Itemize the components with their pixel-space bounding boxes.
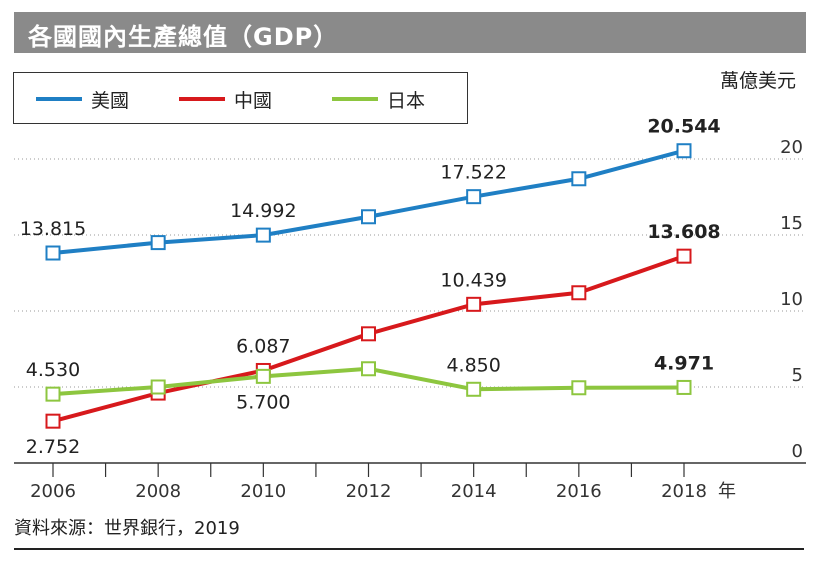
data-point [572, 172, 585, 185]
data-label: 6.087 [236, 335, 290, 357]
data-point [47, 247, 60, 260]
data-label: 4.850 [446, 354, 500, 376]
data-point [467, 298, 480, 311]
y-tick-label: 5 [792, 365, 803, 386]
x-axis-year-suffix: 年 [718, 481, 736, 502]
y-tick-label: 15 [780, 213, 803, 234]
data-label: 4.971 [654, 352, 714, 374]
x-tick-label: 2016 [556, 481, 602, 502]
data-point [467, 190, 480, 203]
data-point [467, 383, 480, 396]
x-tick-label: 2014 [451, 481, 497, 502]
data-point [362, 362, 375, 375]
data-point [257, 229, 270, 242]
x-tick-label: 2012 [346, 481, 392, 502]
data-point [47, 388, 60, 401]
data-point [678, 144, 691, 157]
data-point [362, 210, 375, 223]
x-tick-label: 2018 [661, 481, 707, 502]
data-label: 10.439 [440, 269, 506, 291]
data-label: 5.700 [236, 391, 290, 413]
x-tick-label: 2008 [135, 481, 181, 502]
source-note: 資料來源：世界銀行，2019 [14, 514, 240, 540]
data-point [572, 286, 585, 299]
data-point [362, 327, 375, 340]
x-tick-label: 2006 [30, 481, 76, 502]
bottom-rule [14, 548, 804, 550]
data-point [152, 236, 165, 249]
data-label: 2.752 [26, 436, 80, 458]
data-point [678, 250, 691, 263]
data-point [678, 381, 691, 394]
y-tick-label: 20 [780, 137, 803, 158]
series-line [53, 151, 684, 253]
x-tick-label: 2010 [240, 481, 286, 502]
data-label: 13.815 [20, 218, 86, 240]
y-tick-label: 0 [792, 441, 803, 462]
data-label: 20.544 [647, 116, 720, 138]
line-chart: 0 5 10 15 20 2006 2008 2010 2012 2014 2016 2018 年 13.… [0, 0, 820, 563]
data-point [257, 370, 270, 383]
y-tick-label: 10 [780, 289, 803, 310]
data-label: 14.992 [230, 200, 296, 222]
data-point [572, 381, 585, 394]
data-point [152, 381, 165, 394]
data-label: 4.530 [26, 359, 80, 381]
data-label: 17.522 [440, 162, 506, 184]
data-point [47, 415, 60, 428]
data-label: 13.608 [647, 221, 720, 243]
